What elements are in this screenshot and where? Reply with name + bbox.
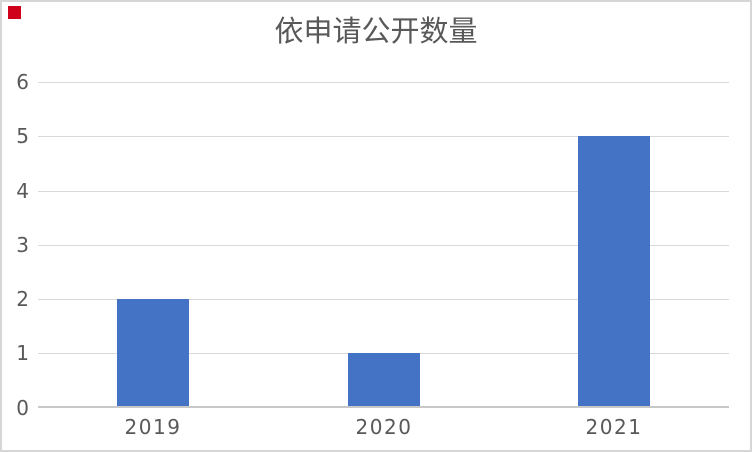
chart-title: 依申请公开数量 <box>274 16 478 48</box>
x-axis-tick-label: 2021 <box>585 415 643 439</box>
gridline <box>38 299 729 300</box>
x-axis-line <box>38 406 729 408</box>
y-axis-tick-label: 4 <box>16 179 29 203</box>
bar-2019 <box>117 299 189 406</box>
gridline <box>38 136 729 137</box>
gridline <box>38 191 729 192</box>
y-axis-tick-label: 0 <box>16 396 29 420</box>
y-axis-tick-label: 2 <box>16 287 29 311</box>
bar-2021 <box>578 136 650 406</box>
y-axis-tick-label: 6 <box>16 70 29 94</box>
red-marker <box>8 6 21 19</box>
x-axis-tick-label: 2019 <box>124 415 182 439</box>
x-axis-tick-label: 2020 <box>355 415 413 439</box>
y-axis-tick-label: 3 <box>16 233 29 257</box>
bar-2020 <box>348 353 420 406</box>
gridline <box>38 245 729 246</box>
y-axis-tick-label: 5 <box>16 124 29 148</box>
gridline <box>38 82 729 83</box>
y-axis-tick-label: 1 <box>16 341 29 365</box>
